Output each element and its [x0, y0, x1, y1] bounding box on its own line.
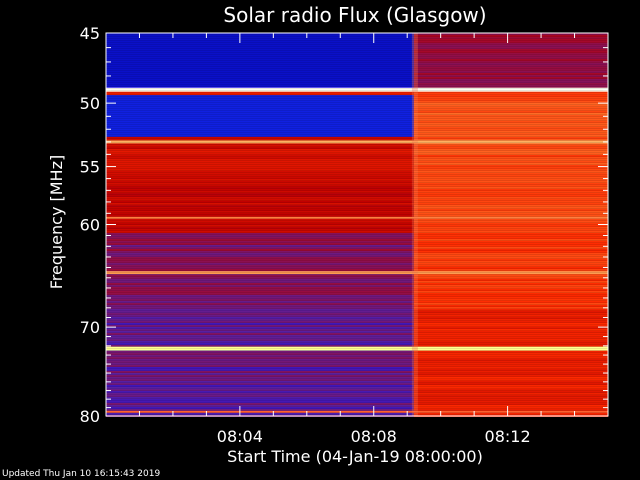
y-tick-label: 45 — [80, 24, 100, 43]
spectrogram-texture — [106, 33, 608, 416]
y-tick-label: 50 — [80, 94, 100, 113]
y-tick-label: 70 — [80, 318, 100, 337]
updated-timestamp: Updated Thu Jan 10 16:15:43 2019 — [2, 469, 161, 479]
x-tick-label: 08:12 — [485, 427, 531, 446]
x-tick-label: 08:08 — [351, 427, 397, 446]
y-axis-label: Frequency [MHz] — [47, 155, 66, 289]
x-axis-label: Start Time (04-Jan-19 08:00:00) — [227, 447, 483, 466]
y-tick-label: 60 — [80, 216, 100, 235]
x-tick-label: 08:04 — [217, 427, 263, 446]
y-tick-label: 55 — [80, 158, 100, 177]
y-tick-label: 80 — [80, 407, 100, 426]
spectrogram-plot — [106, 33, 608, 417]
chart-title: Solar radio Flux (Glasgow) — [223, 3, 486, 27]
axis-ticks: 45 50 55 60 70 80 08:04 08:08 08:12 — [80, 24, 608, 446]
